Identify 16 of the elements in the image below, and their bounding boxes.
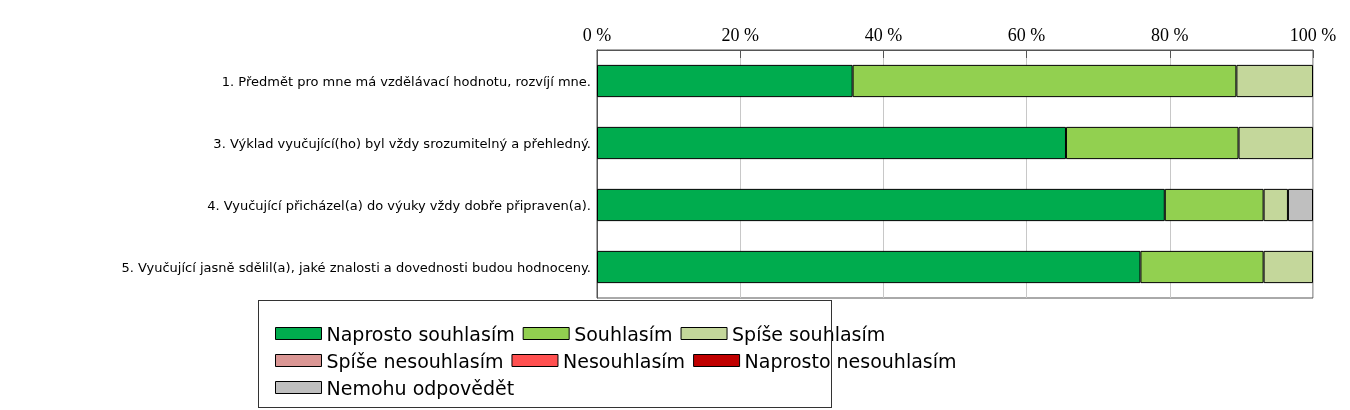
x-tick-label: 100 % <box>1289 25 1337 45</box>
legend-label: Naprosto souhlasím <box>326 322 515 345</box>
x-tick-label: 40 % <box>864 25 903 45</box>
x-tick-label: 80 % <box>1151 25 1189 45</box>
legend-label: Spíše nesouhlasím <box>326 349 504 372</box>
x-tick-label: 0 % <box>582 25 612 45</box>
y-tick-label: 4. Vyučující přicházel(a) do výuky vždy dobře připraven(a). <box>207 197 591 213</box>
legend-label: Nemohu odpovědět <box>326 376 515 399</box>
legend-label: Nesouhlasím <box>562 349 686 372</box>
y-tick-label: 3. Výklad vyučující(ho) byl vždy srozumitelný a přehledný. <box>213 135 591 151</box>
x-tick-label: 60 % <box>1007 25 1046 45</box>
legend-label: Naprosto nesouhlasím <box>744 349 957 372</box>
x-tick-label: 20 % <box>721 25 759 45</box>
y-tick-label: 5. Vyučující jasně sdělil(a), jaké znalosti a dovednosti budou hodnoceny. <box>121 259 591 275</box>
y-tick-label: 1. Předmět pro mne má vzdělávací hodnotu, rozvíjí mne. <box>221 73 591 89</box>
legend-label: Souhlasím <box>574 322 673 345</box>
